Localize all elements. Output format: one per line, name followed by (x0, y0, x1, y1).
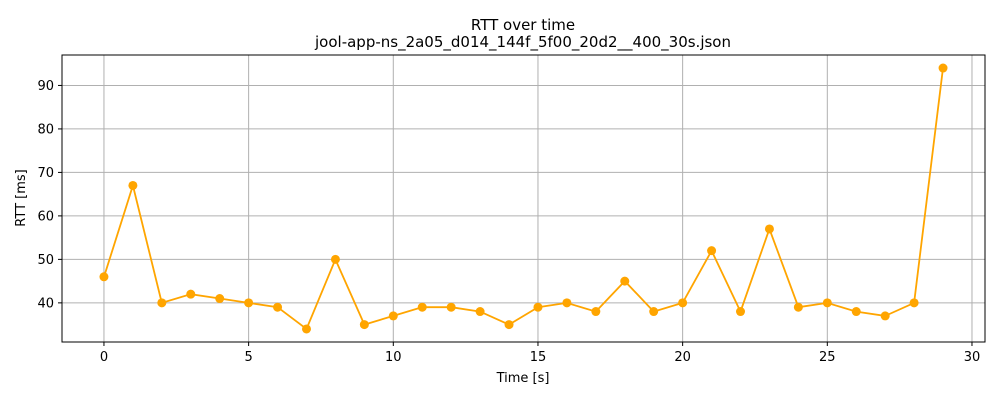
y-tick-label: 40 (37, 296, 54, 311)
x-tick-label: 25 (819, 350, 836, 365)
data-point (591, 307, 601, 317)
data-point (99, 272, 109, 282)
x-axis-label: Time [s] (496, 371, 550, 386)
data-point (707, 246, 717, 256)
data-point (388, 311, 398, 321)
data-point (186, 289, 196, 299)
data-point (880, 311, 890, 321)
data-point (475, 307, 485, 317)
y-axis-label: RTT [ms] (14, 169, 29, 226)
rtt-series (99, 63, 948, 334)
grid-lines (62, 55, 985, 342)
data-point (417, 302, 427, 312)
data-point (562, 298, 572, 308)
data-point (649, 307, 659, 317)
data-point (851, 307, 861, 317)
y-tick-label: 80 (37, 122, 54, 137)
axis-ticks: 0 5 10 15 20 25 30 40 50 60 70 80 90 (37, 79, 980, 365)
data-point (215, 294, 225, 304)
data-point (301, 324, 311, 334)
chart-subtitle: jool-app-ns_2a05_d014_144f_5f00_20d2__40… (314, 33, 731, 52)
data-point (822, 298, 832, 308)
data-point (273, 302, 283, 312)
plot-frame (61, 54, 986, 343)
y-tick-label: 50 (37, 253, 54, 268)
data-point (938, 63, 948, 73)
x-tick-label: 15 (530, 350, 547, 365)
data-point (909, 298, 919, 308)
x-tick-label: 20 (674, 350, 691, 365)
data-point (678, 298, 688, 308)
y-tick-label: 70 (37, 166, 54, 181)
data-point (244, 298, 254, 308)
x-tick-label: 0 (100, 350, 108, 365)
rtt-line (103, 67, 944, 331)
data-point (504, 320, 514, 330)
data-point (359, 320, 369, 330)
x-tick-label: 30 (964, 350, 981, 365)
data-point (793, 302, 803, 312)
data-point (157, 298, 167, 308)
y-tick-label: 90 (37, 79, 54, 94)
data-point (446, 302, 456, 312)
data-point (764, 224, 774, 234)
data-point (736, 307, 746, 317)
y-tick-label: 60 (37, 209, 54, 224)
data-point (128, 180, 138, 190)
data-point (533, 302, 543, 312)
data-point (330, 254, 340, 264)
x-tick-label: 10 (385, 350, 402, 365)
x-tick-label: 5 (244, 350, 252, 365)
chart-title: RTT over time (471, 16, 575, 34)
data-point (620, 276, 630, 286)
